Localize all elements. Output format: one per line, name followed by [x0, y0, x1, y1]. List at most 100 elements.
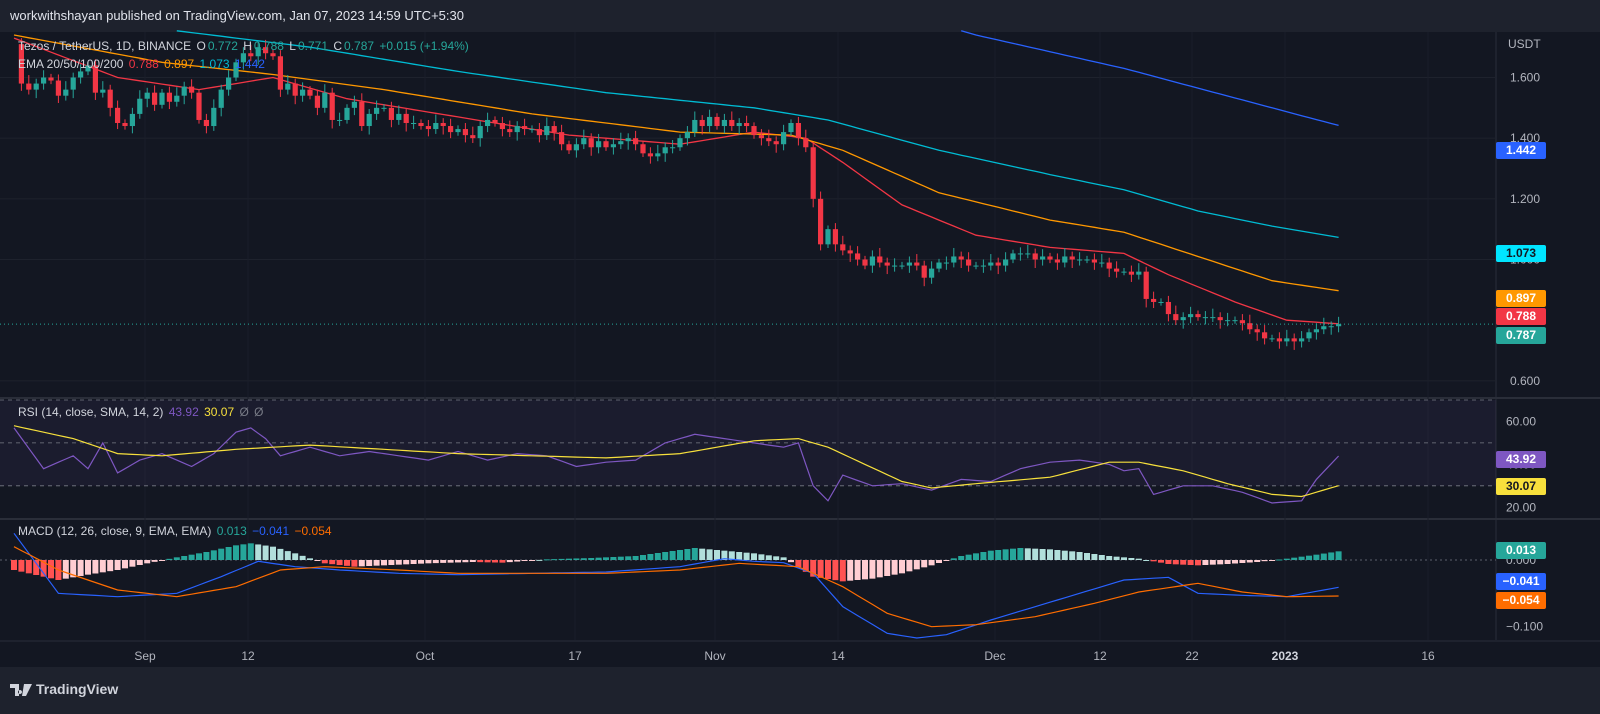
macd-histogram-bar	[262, 545, 269, 560]
macd-histogram-bar	[632, 556, 639, 560]
tradingview-logo[interactable]: TradingView	[10, 681, 118, 697]
macd-histogram-bar	[936, 560, 942, 563]
macd-histogram-bar	[1269, 560, 1275, 561]
macd-histogram-bar	[980, 552, 987, 560]
macd-signal-value: −0.054	[294, 524, 332, 538]
macd-histogram-bar	[1135, 558, 1142, 560]
macd-histogram-bar	[455, 560, 461, 563]
candle-body	[366, 113, 372, 127]
macd-histogram-bar	[1061, 550, 1068, 560]
macd-histogram-bar	[336, 560, 343, 565]
candle-body	[144, 92, 150, 99]
candle-body	[337, 119, 343, 121]
candle-body	[329, 92, 335, 120]
candle-body	[714, 116, 720, 127]
macd-histogram-bar	[247, 543, 254, 560]
candle-body	[85, 65, 91, 72]
candle-body	[766, 138, 772, 142]
candle-body	[226, 77, 232, 90]
candle-body	[1165, 301, 1171, 315]
candle-body	[588, 138, 594, 148]
candle-body	[470, 135, 476, 139]
rsi-ma-value: 30.07	[204, 405, 235, 419]
candle-body	[300, 89, 306, 96]
macd-histogram-bar	[551, 559, 558, 561]
candle-body	[551, 126, 557, 133]
macd-histogram-bar	[728, 551, 735, 560]
candle-body	[48, 77, 54, 81]
candle-body	[477, 126, 483, 139]
macd-histogram-bar	[743, 552, 750, 560]
macd-histogram-bar	[1246, 560, 1253, 563]
macd-histogram-bar	[721, 550, 728, 560]
macd-histogram-bar	[1172, 560, 1179, 565]
candle-body	[137, 98, 143, 114]
candle-body	[211, 107, 217, 127]
macd-histogram-bar	[817, 560, 824, 578]
candle-body	[1247, 323, 1253, 330]
macd-histogram-bar	[825, 560, 831, 579]
candle-body	[1188, 314, 1194, 318]
macd-histogram-bar	[1224, 560, 1231, 564]
macd-histogram-bar	[1180, 560, 1187, 565]
candle-body	[18, 44, 24, 84]
candle-body	[522, 126, 528, 130]
candle-body	[1158, 301, 1164, 303]
macd-histogram-bar	[987, 550, 994, 560]
ema100-line	[176, 30, 1339, 239]
macd-histogram-bar	[610, 557, 617, 560]
candle-body	[462, 129, 468, 136]
macd-histogram-bar	[543, 559, 550, 561]
candle-body	[1062, 256, 1068, 263]
macd-histogram-bar	[403, 560, 410, 565]
ema20-value: 0.788	[128, 57, 159, 71]
macd-histogram-bar	[1047, 549, 1053, 560]
candle-body	[921, 265, 927, 278]
symbol-label[interactable]: Tezos / TetherUS, 1D, BINANCE	[18, 39, 192, 53]
macd-histogram-bar	[921, 560, 928, 568]
candle-body	[810, 147, 816, 199]
macd-histogram-bar	[669, 551, 676, 560]
candle-body	[129, 113, 135, 127]
candle-body	[1040, 256, 1046, 260]
macd-histogram-bar	[506, 560, 513, 563]
candle-body	[33, 83, 39, 90]
candle-body	[1336, 324, 1342, 327]
candle-body	[270, 53, 276, 57]
candle-body	[899, 265, 905, 267]
ema-title[interactable]: EMA 20/50/100/200	[18, 57, 124, 71]
candle-body	[455, 129, 461, 133]
candle-body	[1321, 326, 1327, 330]
macd-histogram-bar	[1106, 556, 1113, 560]
macd-histogram-bar	[284, 551, 291, 560]
candle-body	[166, 92, 172, 102]
rsi-tick-label: 60.00	[1506, 414, 1536, 428]
candle-body	[1299, 338, 1305, 342]
open-value: 0.772	[207, 39, 238, 53]
candle-body	[388, 107, 394, 120]
macd-histogram-bar	[943, 560, 950, 561]
rsi-title[interactable]: RSI (14, close, SMA, 14, 2)	[18, 405, 164, 419]
macd-histogram-bar	[521, 560, 528, 561]
macd-histogram-bar	[862, 560, 868, 580]
candle-body	[1217, 317, 1223, 321]
rsi-ma-tag: 30.07	[1496, 478, 1546, 495]
candle-body	[795, 123, 801, 139]
candle-body	[973, 265, 979, 267]
candle-body	[181, 86, 187, 96]
candle-body	[92, 65, 98, 93]
candle-body	[418, 123, 424, 127]
macd-histogram-bar	[233, 545, 239, 560]
candle-body	[277, 56, 283, 90]
macd-histogram-bar	[40, 560, 47, 577]
macd-histogram-bar	[928, 560, 935, 566]
ema20-line	[13, 37, 1339, 325]
macd-title[interactable]: MACD (12, 26, close, 9, EMA, EMA)	[18, 524, 212, 538]
candle-body	[647, 153, 653, 157]
change-value: +0.015 (+1.94%)	[379, 39, 469, 53]
macd-histogram-bar	[225, 547, 232, 560]
macd-histogram-bar	[11, 560, 17, 570]
macd-histogram-bar	[573, 558, 580, 560]
candle-body	[240, 53, 246, 63]
